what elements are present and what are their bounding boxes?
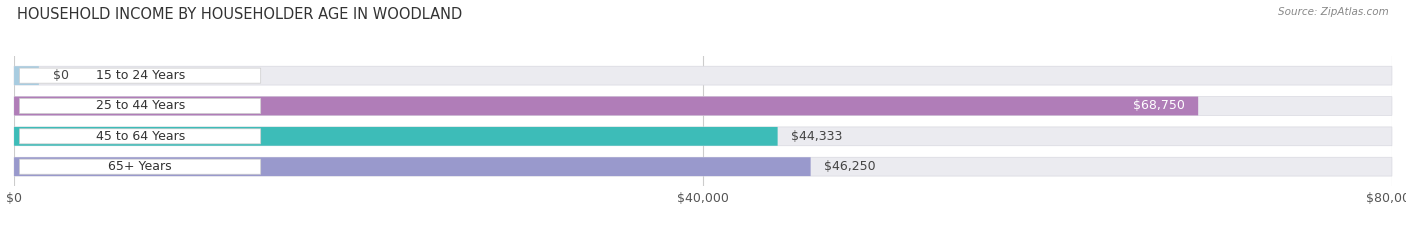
Text: 65+ Years: 65+ Years — [108, 160, 172, 173]
FancyBboxPatch shape — [14, 157, 1392, 176]
FancyBboxPatch shape — [14, 66, 39, 85]
Text: Source: ZipAtlas.com: Source: ZipAtlas.com — [1278, 7, 1389, 17]
Text: HOUSEHOLD INCOME BY HOUSEHOLDER AGE IN WOODLAND: HOUSEHOLD INCOME BY HOUSEHOLDER AGE IN W… — [17, 7, 463, 22]
Text: $68,750: $68,750 — [1132, 99, 1184, 113]
FancyBboxPatch shape — [20, 68, 260, 83]
FancyBboxPatch shape — [14, 66, 1392, 85]
FancyBboxPatch shape — [14, 97, 1392, 115]
FancyBboxPatch shape — [20, 99, 260, 113]
FancyBboxPatch shape — [14, 127, 1392, 146]
FancyBboxPatch shape — [14, 157, 811, 176]
Text: 25 to 44 Years: 25 to 44 Years — [96, 99, 184, 113]
Text: $46,250: $46,250 — [824, 160, 876, 173]
FancyBboxPatch shape — [14, 97, 1198, 115]
FancyBboxPatch shape — [20, 159, 260, 174]
Text: $0: $0 — [52, 69, 69, 82]
Text: $44,333: $44,333 — [792, 130, 842, 143]
FancyBboxPatch shape — [14, 127, 778, 146]
Text: 45 to 64 Years: 45 to 64 Years — [96, 130, 184, 143]
FancyBboxPatch shape — [20, 129, 260, 144]
Text: 15 to 24 Years: 15 to 24 Years — [96, 69, 184, 82]
